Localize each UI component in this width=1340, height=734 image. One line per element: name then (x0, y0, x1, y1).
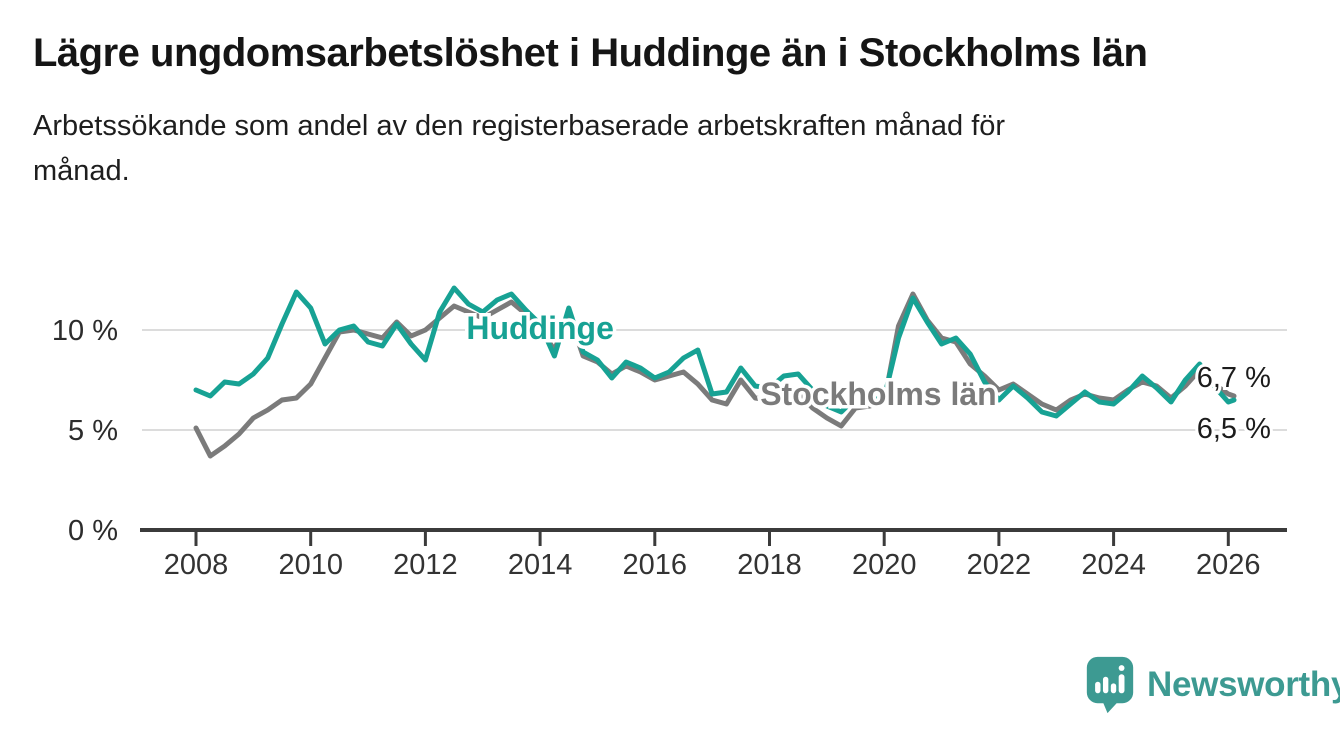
logo-exclamation-dot (1118, 665, 1125, 671)
x-tick-label-2020: 2020 (852, 549, 917, 581)
series-label-stockholms-län: Stockholms län (760, 376, 997, 412)
brand-footer: Newsworthy (1086, 656, 1340, 714)
y-tick-label-10: 10 % (52, 315, 118, 347)
x-tick-label-2024: 2024 (1081, 549, 1146, 581)
speech-bubble-shape (1086, 656, 1134, 714)
x-tick-label-2022: 2022 (967, 549, 1032, 581)
newsworthy-logo-icon (1086, 656, 1134, 714)
x-tick-label-2018: 2018 (737, 549, 802, 581)
series-line-huddinge (193, 285, 1237, 419)
page-title: Lägre ungdomsarbetslöshet i Huddinge än … (33, 31, 1148, 75)
x-tick-label-2026: 2026 (1196, 549, 1261, 581)
page-subtitle: Arbetssökande som andel av den registerb… (33, 110, 1006, 187)
logo-exclamation-bar (1118, 674, 1125, 694)
x-tick-label-2008: 2008 (164, 549, 229, 581)
logo-bar-2 (1102, 676, 1109, 694)
x-tick-label-2010: 2010 (278, 549, 343, 581)
end-value-label: 6,5 % (1197, 413, 1271, 445)
logo-bar-1 (1095, 681, 1101, 694)
y-tick-label-0: 0 % (68, 515, 118, 547)
series-line-stockholms-län (193, 291, 1237, 459)
logo-bar-3 (1110, 683, 1117, 694)
series-label-huddinge: Huddinge (466, 310, 614, 346)
end-value-label: 6,7 % (1197, 362, 1271, 394)
x-tick-label-2016: 2016 (623, 549, 688, 581)
brand-name: Newsworthy (1147, 665, 1340, 704)
x-tick-label-2014: 2014 (508, 549, 573, 581)
chart-header: Lägre ungdomsarbetslöshet i Huddinge än … (33, 30, 1323, 194)
x-tick-label-2012: 2012 (393, 549, 458, 581)
y-tick-label-5: 5 % (68, 415, 118, 447)
